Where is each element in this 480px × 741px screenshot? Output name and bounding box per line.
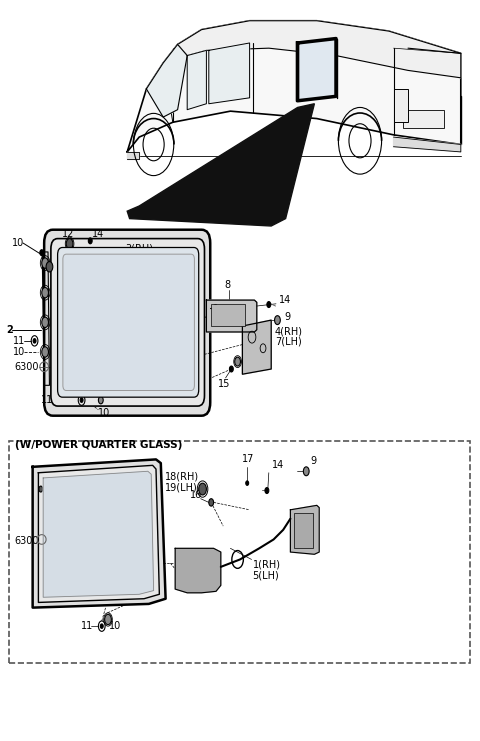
Text: 1(RH): 1(RH) <box>252 559 280 570</box>
Circle shape <box>267 302 271 308</box>
Text: 6300: 6300 <box>14 536 39 546</box>
Circle shape <box>40 250 44 256</box>
Text: 11: 11 <box>81 621 93 631</box>
Polygon shape <box>394 137 461 152</box>
Circle shape <box>33 339 36 343</box>
Polygon shape <box>33 459 166 608</box>
Circle shape <box>88 238 92 244</box>
Circle shape <box>100 624 103 628</box>
Text: 10: 10 <box>12 238 24 248</box>
FancyBboxPatch shape <box>9 441 470 663</box>
Polygon shape <box>242 320 271 374</box>
Text: 9: 9 <box>284 312 290 322</box>
Polygon shape <box>127 21 461 152</box>
Circle shape <box>199 483 206 495</box>
Text: 9: 9 <box>310 456 316 466</box>
Circle shape <box>246 481 249 485</box>
Polygon shape <box>175 548 221 593</box>
Text: 16: 16 <box>190 490 203 500</box>
Circle shape <box>229 366 233 372</box>
Text: 14: 14 <box>92 229 105 239</box>
Text: 13: 13 <box>61 256 74 266</box>
Circle shape <box>42 347 48 357</box>
Text: 4(RH): 4(RH) <box>275 326 303 336</box>
Text: 11: 11 <box>12 336 25 346</box>
Circle shape <box>209 499 214 506</box>
FancyBboxPatch shape <box>51 239 204 406</box>
Circle shape <box>105 614 111 625</box>
Text: 8: 8 <box>225 280 231 290</box>
Bar <box>394 89 408 122</box>
FancyBboxPatch shape <box>63 254 194 391</box>
Text: 6300: 6300 <box>14 362 39 372</box>
Polygon shape <box>187 50 206 110</box>
Text: 7(LH): 7(LH) <box>275 336 302 347</box>
Circle shape <box>235 357 240 366</box>
Bar <box>211 304 245 326</box>
Circle shape <box>66 239 73 249</box>
Polygon shape <box>38 465 159 602</box>
Circle shape <box>46 262 53 272</box>
Circle shape <box>42 288 48 298</box>
Circle shape <box>214 305 217 310</box>
Polygon shape <box>290 505 319 554</box>
Circle shape <box>303 467 309 476</box>
Text: 2: 2 <box>6 325 12 335</box>
Circle shape <box>42 258 48 268</box>
Circle shape <box>39 486 43 492</box>
Polygon shape <box>127 104 314 226</box>
Polygon shape <box>146 44 187 117</box>
Polygon shape <box>42 252 49 385</box>
Text: 10: 10 <box>12 347 25 357</box>
Text: 14: 14 <box>272 460 284 471</box>
Bar <box>403 110 444 128</box>
Polygon shape <box>178 21 461 78</box>
Text: 19(LH): 19(LH) <box>165 482 198 493</box>
Text: 14: 14 <box>279 295 292 305</box>
Text: (W/POWER QUARTER GLASS): (W/POWER QUARTER GLASS) <box>15 439 183 450</box>
Text: 10: 10 <box>98 408 111 419</box>
FancyBboxPatch shape <box>44 230 210 416</box>
Polygon shape <box>298 39 336 101</box>
Polygon shape <box>43 471 154 597</box>
Text: 3(RH): 3(RH) <box>126 244 154 254</box>
Polygon shape <box>209 43 250 104</box>
Text: 17: 17 <box>242 454 255 465</box>
Circle shape <box>265 488 269 494</box>
Bar <box>294 513 313 548</box>
FancyBboxPatch shape <box>58 247 199 397</box>
Circle shape <box>80 398 83 402</box>
Text: 10: 10 <box>109 621 122 631</box>
Circle shape <box>42 317 48 328</box>
Circle shape <box>98 396 103 404</box>
Text: 12: 12 <box>62 229 75 239</box>
Text: 6(LH): 6(LH) <box>126 254 152 265</box>
Circle shape <box>184 322 190 330</box>
Text: 18(RH): 18(RH) <box>165 471 199 482</box>
Polygon shape <box>127 152 139 159</box>
Circle shape <box>275 316 280 325</box>
Text: 15: 15 <box>218 379 231 389</box>
Text: 11: 11 <box>41 395 53 405</box>
Text: 5(LH): 5(LH) <box>252 570 279 580</box>
Polygon shape <box>206 300 257 332</box>
